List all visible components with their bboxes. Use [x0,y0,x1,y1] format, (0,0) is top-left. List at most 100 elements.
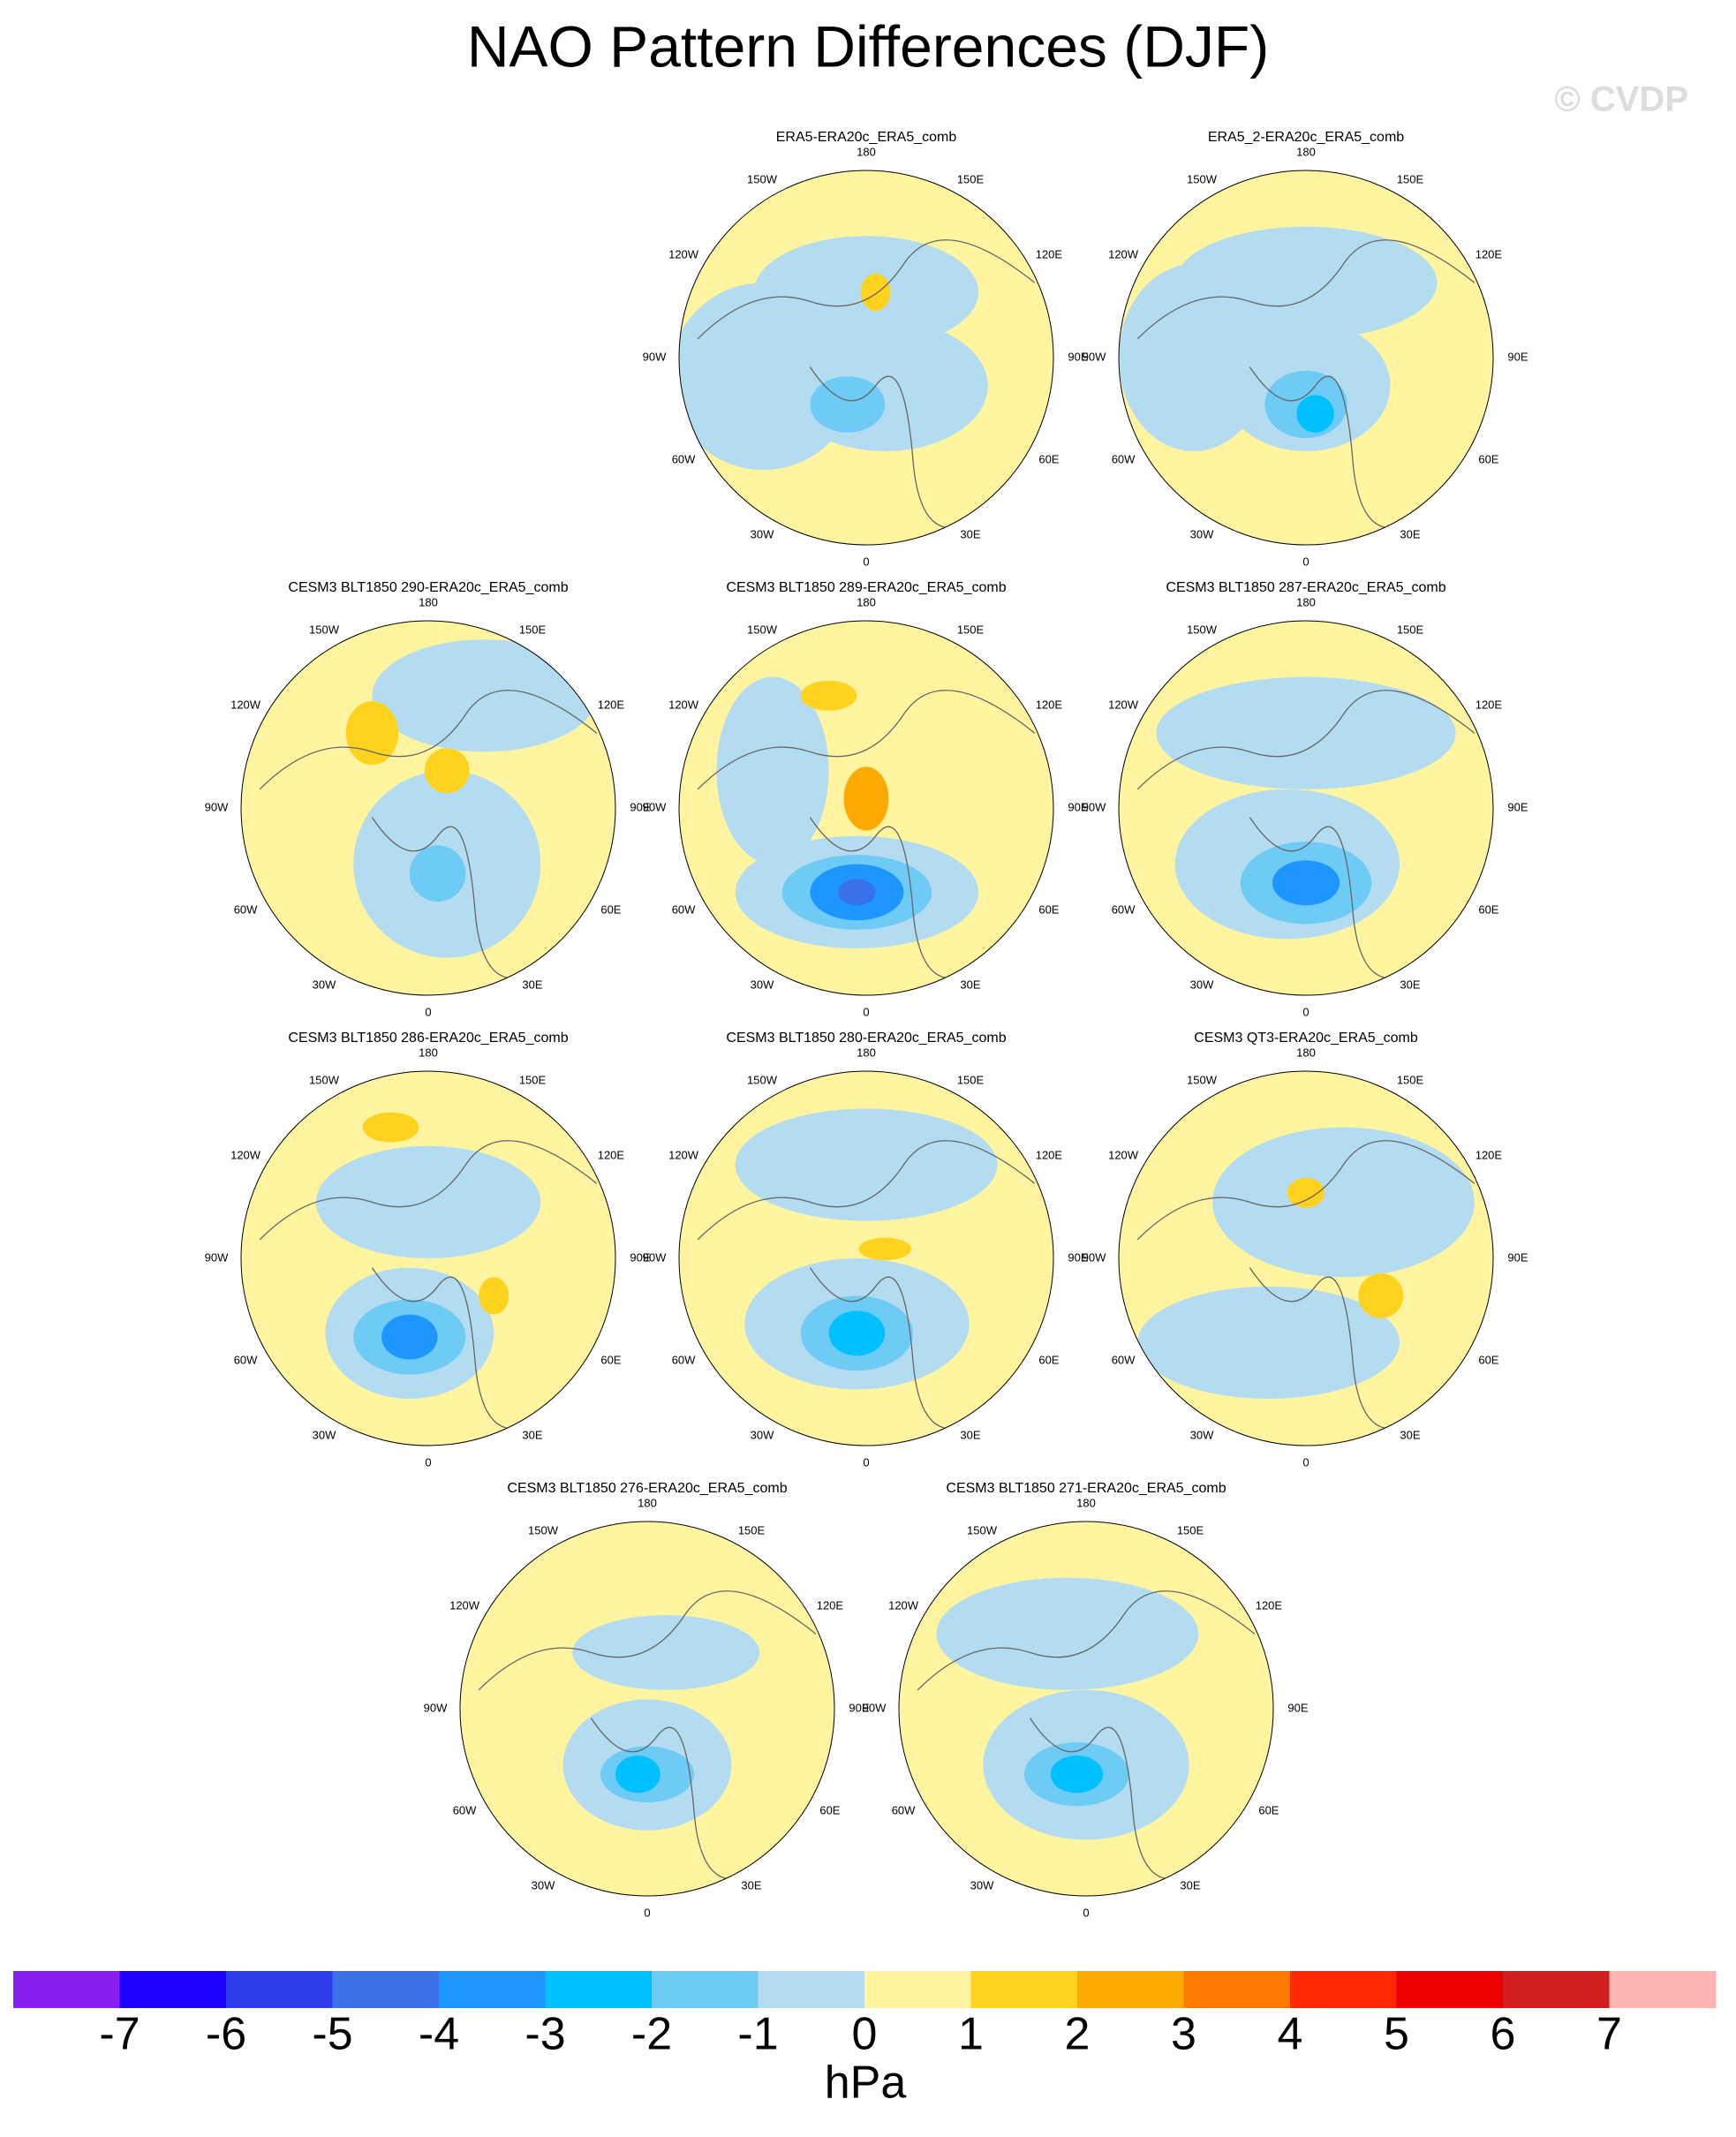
longitude-label: 0 [863,555,869,568]
colorbar-tick-label: -4 [419,2009,459,2060]
longitude-label: 120E [598,698,625,711]
longitude-label: 120E [1036,1148,1063,1161]
longitude-label: 90W [1083,800,1106,813]
coastline [809,366,1053,545]
colorbar-swatch [119,1971,227,2008]
colorbar-tick-label: 2 [1065,2009,1091,2060]
longitude-label: 150E [1397,1074,1424,1087]
longitude-label: 60W [1112,1353,1136,1366]
anomaly-region [1358,1272,1404,1318]
longitude-label: 90E [849,1701,869,1714]
anomaly-layer [1136,1127,1493,1446]
anomaly-region [615,1756,660,1793]
longitude-label: 90E [1068,1250,1088,1264]
longitude-label: 90W [1083,350,1106,363]
colorbar-swatch [1290,1971,1397,2008]
longitude-label: 150E [957,623,985,637]
longitude-label: 90E [1287,1701,1308,1714]
longitude-label: 60E [1038,1353,1059,1366]
colorbar-swatch [13,1971,120,2008]
longitude-label: 120W [1108,698,1139,711]
anomaly-layer [697,1108,1053,1446]
longitude-label: 60W [672,1353,696,1366]
longitude-label: 30E [960,978,980,991]
colorbar-swatch [1503,1971,1610,2008]
longitude-label: 150W [747,173,778,186]
colorbar-tick-label: 1 [958,2009,984,2060]
longitude-label: 180 [638,1496,657,1509]
longitude-label: 30E [960,527,980,540]
map-border [1118,1070,1494,1446]
colorbar-tick-label: -1 [737,2009,778,2060]
longitude-label: 60W [234,902,258,916]
map-border [1118,170,1494,546]
colorbar-swatch [758,1971,865,2008]
longitude-label: 30E [1400,1428,1420,1441]
anomaly-region [1296,395,1334,433]
longitude-label: 180 [1296,595,1316,608]
colorbar-label: hPa [825,2058,907,2109]
longitude-label: 120E [598,1148,625,1161]
longitude-label: 60E [1258,1803,1279,1816]
anomaly-region [1156,676,1456,789]
longitude-label: 150E [519,623,547,637]
longitude-label: 120E [1256,1598,1283,1612]
anomaly-region [781,320,988,451]
watermark: © CVDP [1554,80,1688,119]
anomaly-region [735,1108,998,1221]
colorbar-swatch [652,1971,759,2008]
coastline [371,1267,615,1446]
colorbar-tick-label: -7 [99,2009,140,2060]
coastline [1249,1267,1493,1446]
longitude-label: 0 [1302,1455,1309,1469]
longitude-label: 60W [1112,902,1136,916]
coastline [478,1590,817,1691]
figure-title: NAO Pattern Differences (DJF) [467,13,1269,79]
longitude-label: 60E [1038,452,1059,465]
longitude-label: 150W [309,1074,340,1087]
longitude-label: 0 [1302,555,1309,568]
coastline [1249,366,1493,545]
anomaly-region [810,376,886,433]
colorbar-swatch [1077,1971,1184,2008]
anomaly-region [1050,1756,1104,1793]
longitude-label: 30W [1190,978,1214,991]
anomaly-region [572,1615,760,1690]
longitude-label: 60E [1478,452,1498,465]
coastline [697,239,1036,340]
anomaly-region [1137,1286,1400,1399]
anomaly-region [409,845,466,902]
anomaly-region [315,1145,541,1258]
longitude-label: 90E [1507,800,1528,813]
longitude-label: 90W [643,1250,667,1264]
coastline [1136,239,1476,340]
longitude-label: 150W [747,1074,778,1087]
coastline [917,1590,1256,1691]
map-border [240,620,616,996]
colorbar-tick-label: 4 [1278,2009,1303,2060]
longitude-label: 120E [1036,698,1063,711]
longitude-label: 0 [863,1455,869,1469]
longitude-label: 30E [522,978,542,991]
coastline [1249,817,1493,995]
anomaly-region [1272,860,1340,906]
colorbar-swatch [226,1971,333,2008]
longitude-label: 120E [1476,698,1503,711]
colorbar: -7 -6 -5 -4 -3 -2 -1 0 1 2 3 4 5 6 7 hPa [13,1971,1717,2109]
colorbar-tick-label: -5 [312,2009,352,2060]
longitude-label: 90W [863,1701,887,1714]
longitude-label: 150W [1187,1074,1218,1087]
longitude-label: 150E [957,173,985,186]
colorbar-swatch [439,1971,546,2008]
anomaly-layer [697,676,1053,995]
longitude-label: 180 [857,1046,876,1059]
longitude-label: 120W [230,1148,261,1161]
panel-title: CESM3 BLT1850 287-ERA20c_ERA5_comb [1166,580,1445,595]
longitude-label: 180 [1296,145,1316,158]
longitude-label: 30W [1190,1428,1214,1441]
